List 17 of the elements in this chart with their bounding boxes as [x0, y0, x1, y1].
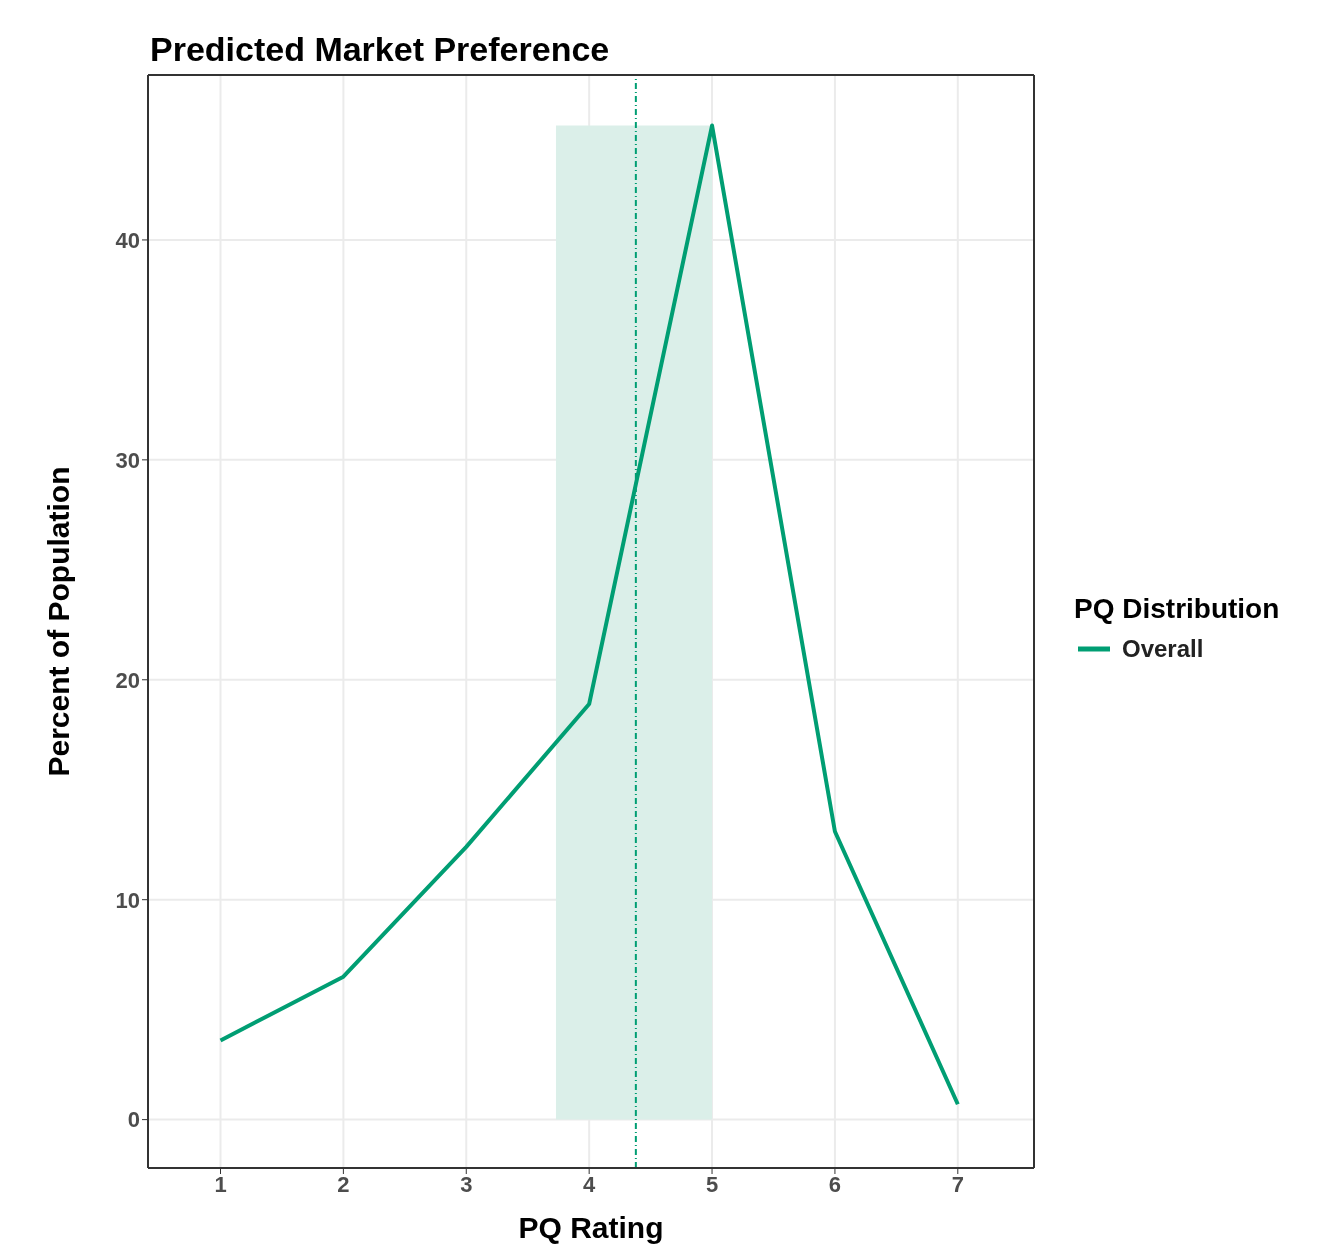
y-tick-label: 10: [115, 887, 140, 913]
y-tick-label: 30: [115, 447, 140, 473]
x-tick-label: 3: [460, 1171, 473, 1197]
x-tick-label: 5: [705, 1171, 719, 1197]
y-tick-label: 20: [115, 667, 140, 693]
x-axis-title: PQ Rating: [518, 1211, 664, 1244]
chart-title: Predicted Market Preference: [150, 30, 610, 69]
x-tick-label: 1: [214, 1171, 227, 1197]
x-tick-label: 6: [828, 1171, 842, 1197]
y-tick-label: 0: [127, 1107, 140, 1133]
y-axis-title: Percent of Population: [41, 466, 75, 777]
legend-label: Overall: [1122, 635, 1204, 663]
x-tick-label: 7: [951, 1171, 964, 1197]
x-tick-label: 4: [583, 1171, 597, 1197]
legend-title: PQ Distribution: [1074, 593, 1281, 625]
x-tick-label: 2: [337, 1171, 350, 1197]
y-tick-label: 40: [115, 227, 140, 253]
